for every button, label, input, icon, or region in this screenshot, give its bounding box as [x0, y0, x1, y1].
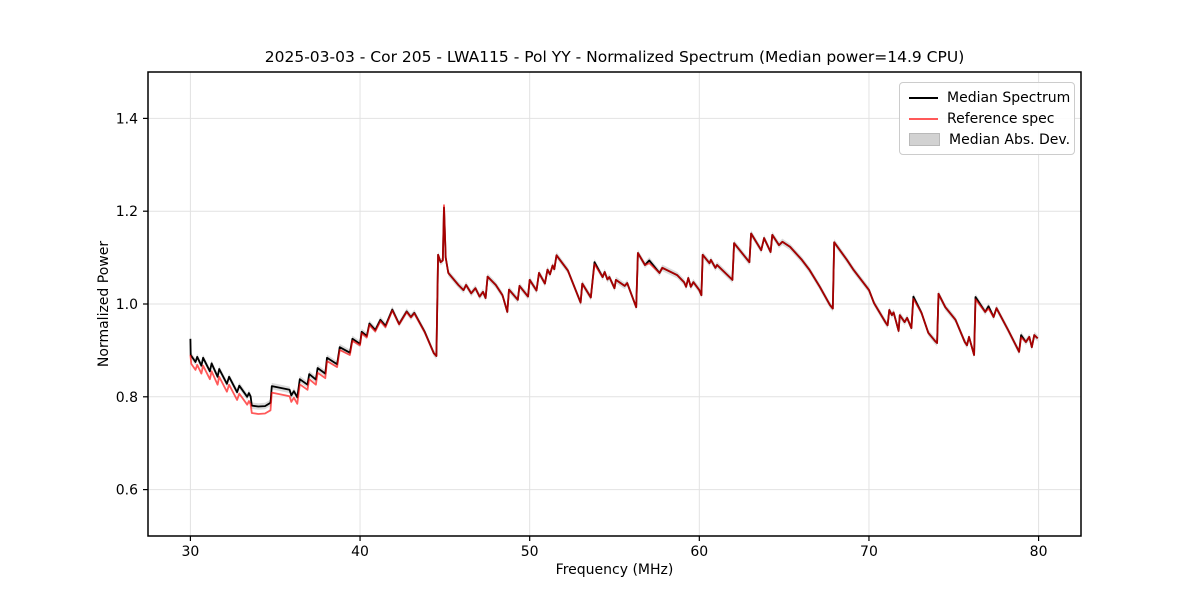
- spectrum-lines: [189, 204, 1039, 415]
- legend-label-median-abs-dev: Median Abs. Dev.: [949, 131, 1071, 148]
- axes-and-ticks: 30 40 50 60 70 80 0.6 0.8 1.0 1.2 1.4: [116, 71, 1082, 560]
- y-tick-label: 0.6: [116, 483, 138, 499]
- chart-title: 2025-03-03 - Cor 205 - LWA115 - Pol YY -…: [264, 48, 965, 66]
- x-tick-label: 70: [860, 544, 878, 560]
- x-tick-label: 40: [351, 544, 369, 560]
- median-abs-dev-band: [190, 204, 1038, 410]
- series-line-1: [189, 204, 1039, 415]
- reference-spec-line-swatch: [909, 117, 938, 120]
- legend-label-reference-spec: Reference spec: [947, 110, 1055, 127]
- y-tick-label: 0.8: [116, 390, 138, 406]
- y-tick-label: 1.0: [116, 297, 138, 313]
- legend-label-median-spectrum: Median Spectrum: [947, 89, 1071, 106]
- y-axis-label: Normalized Power: [96, 240, 112, 368]
- legend-entry-median-abs-dev: Median Abs. Dev.: [909, 131, 1070, 148]
- x-tick-label: 50: [521, 544, 539, 560]
- x-tick-label: 60: [690, 544, 708, 560]
- x-axis-label: Frequency (MHz): [555, 562, 674, 578]
- legend: Median Spectrum Reference spec Median Ab…: [899, 82, 1075, 155]
- legend-entry-median-spectrum: Median Spectrum: [909, 89, 1070, 106]
- y-tick-label: 1.2: [116, 204, 138, 220]
- median-abs-dev-patch-swatch: [909, 133, 940, 146]
- x-tick-label: 30: [181, 544, 199, 560]
- y-tick-label: 1.4: [116, 111, 138, 127]
- mad-band-polygon: [190, 204, 1038, 410]
- legend-entry-reference-spec: Reference spec: [909, 110, 1064, 127]
- x-tick-label: 80: [1030, 544, 1048, 560]
- median-spectrum-line-swatch: [909, 96, 938, 99]
